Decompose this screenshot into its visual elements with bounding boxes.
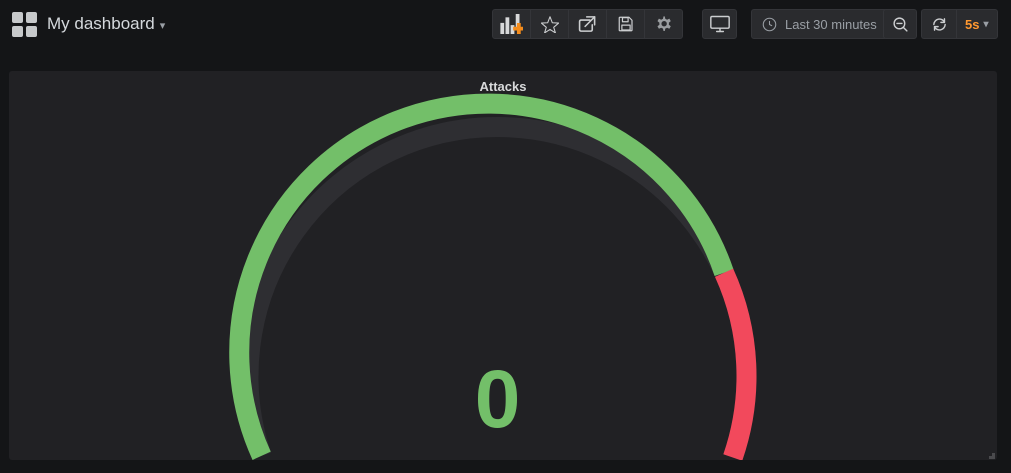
svg-text:0: 0 bbox=[475, 354, 521, 445]
